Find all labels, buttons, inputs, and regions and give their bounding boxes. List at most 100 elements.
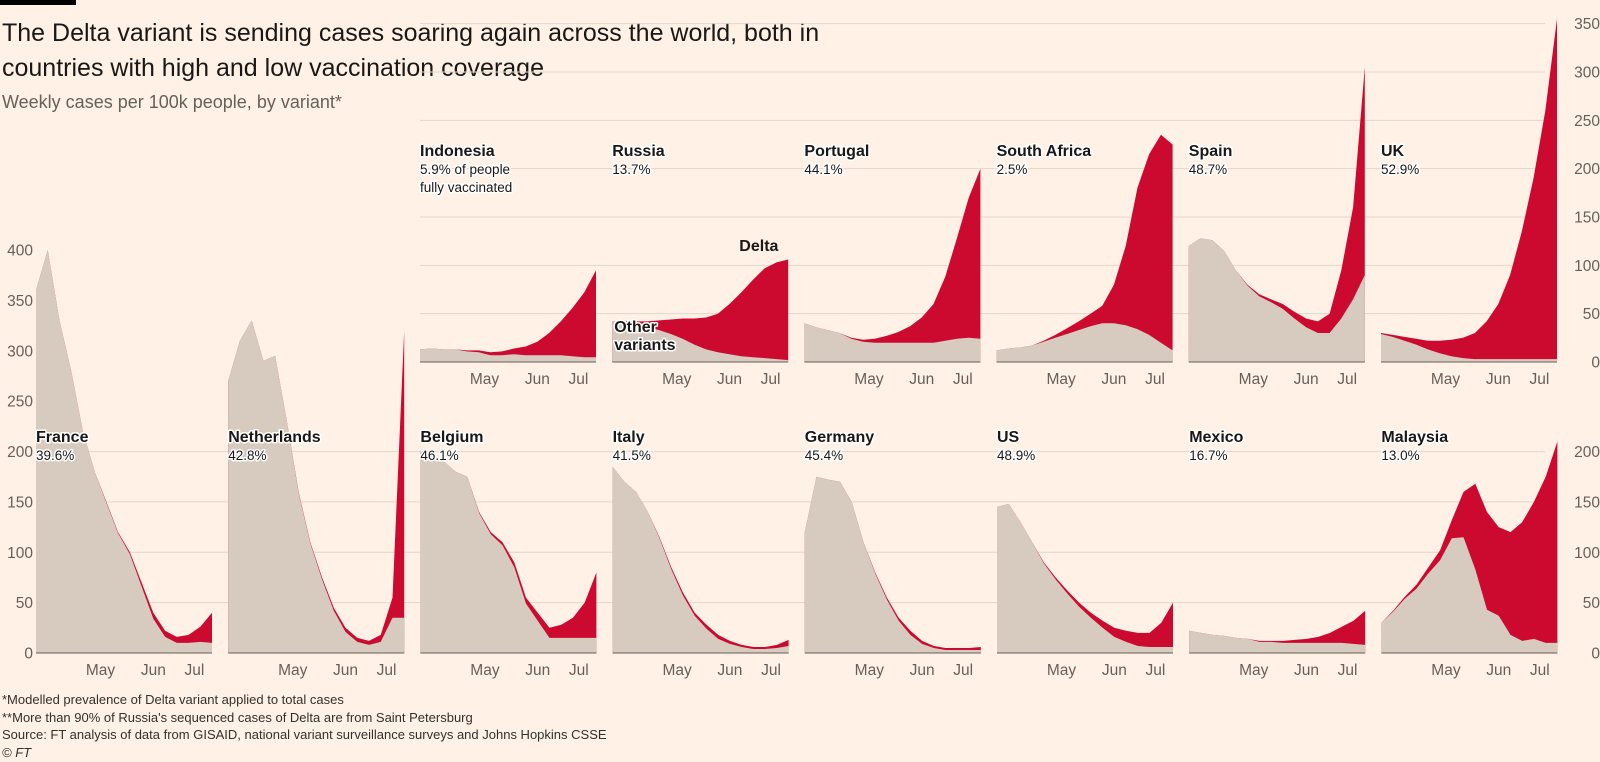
country-label: South Africa <box>997 143 1092 160</box>
x-tick-label: Jun <box>525 371 550 388</box>
x-tick-label: May <box>1046 371 1076 388</box>
x-tick-label: May <box>854 371 884 388</box>
other-variants-area <box>804 476 981 653</box>
y-axis-row-2: 0 50 100 150 200 <box>1574 444 1600 662</box>
country-label: Spain <box>1189 143 1233 160</box>
y-tick-label: 150 <box>1574 494 1600 511</box>
other-variants-area <box>1188 238 1365 362</box>
x-tick-label: Jun <box>525 662 550 679</box>
panel-indonesia: May Jun Jul Indonesia 5.9% of people fully va… <box>419 142 596 388</box>
gridlines-row-1 <box>420 23 1545 315</box>
y-tick-label: 200 <box>1574 444 1600 461</box>
y-tick-label: 200 <box>7 444 33 461</box>
x-tick-label: May <box>470 371 500 388</box>
country-label: Russia <box>612 143 665 160</box>
x-tick-label: Jul <box>184 662 204 679</box>
other-variants-area <box>997 503 1173 653</box>
other-variants-area <box>804 323 981 362</box>
panel-france: May Jun Jul France 39.6% <box>35 250 212 679</box>
x-tick-label: May <box>855 662 885 679</box>
y-tick-label: 250 <box>1574 113 1600 130</box>
other-variants-area <box>228 320 405 653</box>
x-tick-label: May <box>1431 371 1461 388</box>
x-tick-label: Jun <box>1102 662 1127 679</box>
x-tick-label: Jul <box>761 371 781 388</box>
vaccination-rate: 45.4% <box>805 448 843 463</box>
x-tick-label: May <box>470 662 500 679</box>
x-tick-label: Jul <box>1529 371 1549 388</box>
country-label: US <box>997 429 1020 446</box>
y-tick-label: 50 <box>1583 595 1600 612</box>
vaccination-rate: 46.1% <box>420 448 458 463</box>
y-tick-label: 350 <box>7 293 33 310</box>
x-tick-label: Jun <box>1294 662 1319 679</box>
country-label: Netherlands <box>228 429 321 446</box>
x-tick-label: May <box>1047 662 1077 679</box>
panel-germany: May Jun Jul Germany 45.4% <box>803 428 981 679</box>
delta-area <box>804 168 981 362</box>
other-variants-area <box>612 466 789 653</box>
x-tick-label: Jul <box>1337 371 1357 388</box>
y-tick-label: 150 <box>7 494 33 511</box>
other-variants-area <box>1189 630 1366 653</box>
x-tick-label: Jul <box>761 662 781 679</box>
y-tick-label: 350 <box>1574 16 1600 33</box>
x-tick-label: Jul <box>1338 662 1358 679</box>
country-label: Mexico <box>1189 429 1243 446</box>
other-variants-area <box>36 250 212 653</box>
vaccination-rate: 16.7% <box>1189 448 1227 463</box>
y-tick-label: 100 <box>7 545 33 562</box>
x-tick-label: Jul <box>1145 371 1165 388</box>
y-tick-label: 0 <box>1591 355 1600 372</box>
small-multiples-chart: 0 50 100 150 200 250 300 350 May Jun Jul Indonesia 5… <box>7 16 1600 679</box>
panel-portugal: May Jun Jul Portugal 44.1% <box>803 142 981 388</box>
y-tick-label: 100 <box>1574 545 1600 562</box>
panel-spain: May Jun Jul Spain 48.7% <box>1187 67 1365 388</box>
other-variants-area <box>1381 334 1557 362</box>
vaccination-rate: 5.9% of people <box>420 162 510 177</box>
y-tick-label: 150 <box>1574 210 1600 227</box>
country-label: Italy <box>613 429 645 446</box>
y-axis-row-1: 0 50 100 150 200 250 300 350 <box>1574 16 1600 371</box>
panel-netherlands: May Jun Jul Netherlands 42.8% <box>227 320 405 679</box>
x-tick-label: May <box>86 662 116 679</box>
x-tick-label: Jul <box>1530 662 1550 679</box>
x-tick-label: Jun <box>909 371 934 388</box>
legend-other-label: variants <box>614 337 675 354</box>
vaccination-rate: 48.9% <box>997 448 1035 463</box>
x-tick-label: Jun <box>1101 371 1126 388</box>
x-tick-label: Jul <box>1145 662 1165 679</box>
other-variants-area <box>420 451 597 653</box>
panel-belgium: May Jun Jul Belgium 46.1% <box>419 428 597 679</box>
x-tick-label: May <box>662 662 692 679</box>
other-variants-area <box>420 348 596 362</box>
country-label: Indonesia <box>420 143 495 160</box>
delta-area <box>1381 18 1557 363</box>
country-label: UK <box>1381 143 1405 160</box>
x-tick-label: May <box>1239 662 1269 679</box>
panel-mexico: May Jun Jul Mexico 16.7% <box>1188 428 1366 679</box>
country-label: Malaysia <box>1381 429 1448 446</box>
country-label: Belgium <box>420 429 483 446</box>
y-tick-label: 50 <box>16 595 34 612</box>
x-tick-label: Jul <box>568 371 588 388</box>
x-tick-label: May <box>1239 371 1269 388</box>
x-tick-label: Jun <box>717 371 742 388</box>
panel-south-africa: May Jun Jul South Africa 2.5% <box>995 134 1173 388</box>
y-tick-label: 100 <box>1574 258 1600 275</box>
y-axis-left: 0 50 100 150 200 250 300 350 400 <box>7 243 33 663</box>
footer: *Modelled prevalence of Delta variant ap… <box>2 691 607 761</box>
panel-malaysia: May Jun Jul Malaysia 13.0% <box>1380 428 1558 679</box>
other-variants-area <box>1381 537 1558 653</box>
vaccination-rate: 52.9% <box>1381 162 1419 177</box>
x-tick-label: May <box>1431 662 1461 679</box>
vaccination-rate: 13.0% <box>1381 448 1419 463</box>
copyright: © FT <box>2 744 32 760</box>
vaccination-rate: 44.1% <box>804 162 842 177</box>
x-tick-label: Jun <box>333 662 358 679</box>
vaccination-rate: 48.7% <box>1189 162 1227 177</box>
delta-area <box>996 134 1173 362</box>
other-variants-area <box>996 323 1173 362</box>
vaccination-rate: 42.8% <box>228 448 266 463</box>
